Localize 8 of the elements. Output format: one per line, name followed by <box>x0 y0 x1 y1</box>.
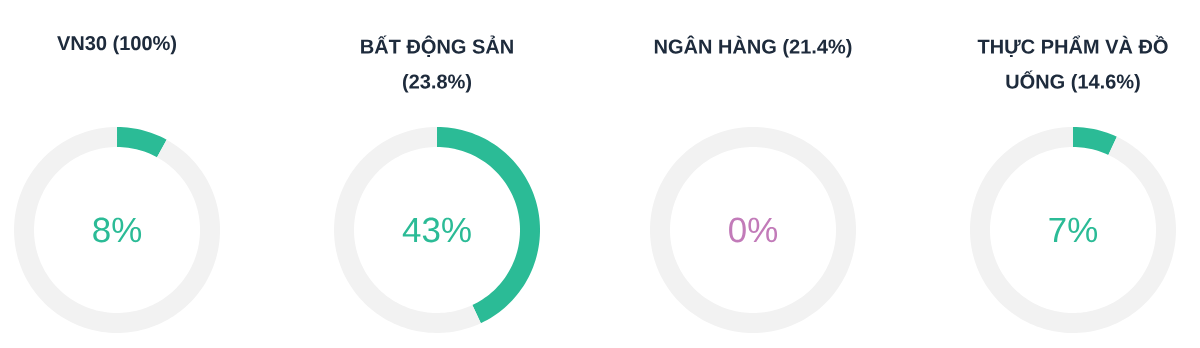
text: 43% <box>402 217 471 243</box>
chart-title: THỰC PHẨM VÀ ĐỒ UỐNG (14.6%) <box>977 35 1168 93</box>
chart-title: NGÂN HÀNG (21.4%) <box>654 35 852 58</box>
text: 7% <box>1049 217 1098 243</box>
text: 0% <box>729 217 778 243</box>
text: 8% <box>93 217 142 243</box>
chart-title: BẤT ĐỘNG SẢN (23.8%) <box>361 35 513 93</box>
chart-title: VN30 (100%) <box>57 35 177 55</box>
